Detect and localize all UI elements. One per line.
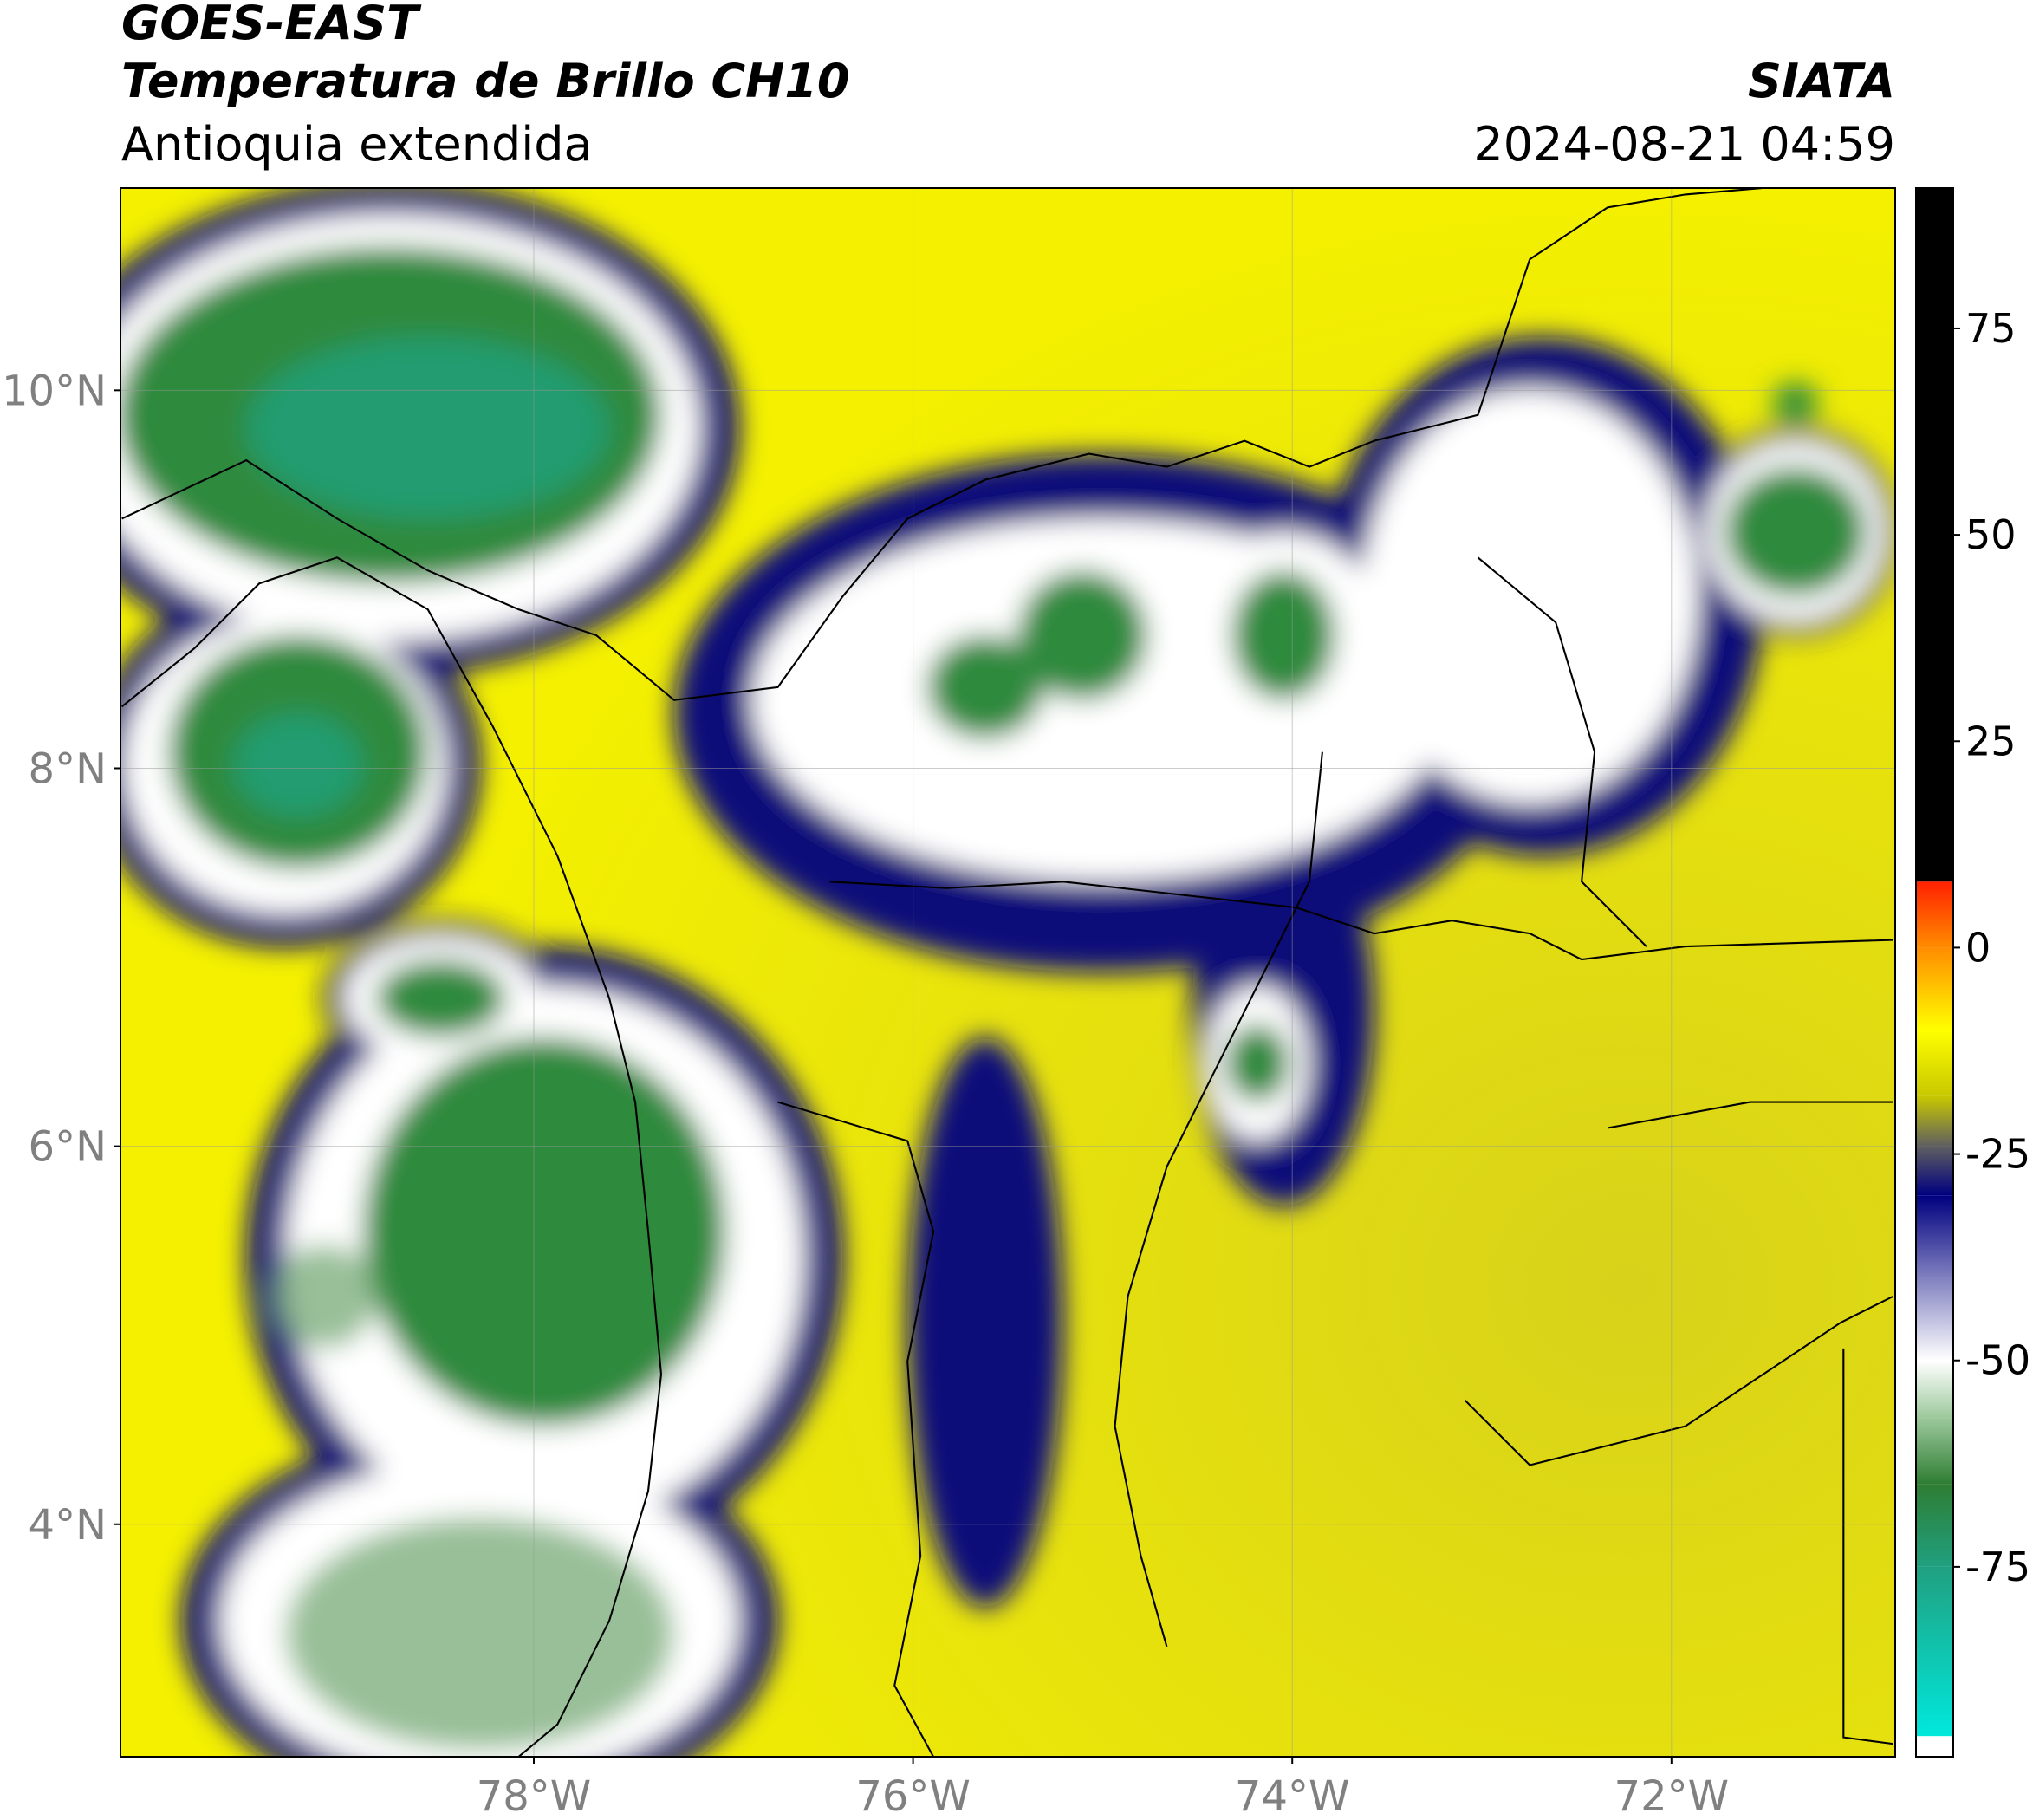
colorbar-segment <box>1916 1030 1953 1096</box>
source: SIATA <box>1748 54 1895 108</box>
colorbar-segment <box>1916 1418 1953 1485</box>
colorbar-segment <box>1916 1566 1953 1737</box>
colorbar-frame <box>1915 187 1954 1758</box>
borders <box>120 188 1893 1757</box>
colorbar-segment <box>1916 1195 1953 1278</box>
title: GOES-EAST <box>121 0 422 50</box>
colorbar-segment <box>1916 1484 1953 1567</box>
x-tick-label: 76°W <box>855 1772 971 1820</box>
colorbar-tick-label: 25 <box>1965 718 2017 764</box>
colorbar-tick-label: -50 <box>1965 1337 2030 1384</box>
region: Antioquia extendida <box>121 117 593 172</box>
y-tick-label: 8°N <box>29 744 107 793</box>
colorbar-segment <box>1916 947 1953 1030</box>
cloud-tops <box>120 188 1895 1757</box>
colorbar-tick-label: 75 <box>1965 305 2017 352</box>
map-image <box>120 188 1895 1757</box>
colorbar-segment <box>1916 1360 1953 1419</box>
y-tick-label: 10°N <box>2 367 107 415</box>
x-tick-label: 72°W <box>1614 1772 1730 1820</box>
colorbar-segment <box>1916 1095 1953 1147</box>
colorbar-segment <box>1916 1146 1953 1196</box>
datetime: 2024-08-21 04:59 <box>1473 117 1895 172</box>
x-tick-label: 74°W <box>1235 1772 1350 1820</box>
colorbar-tick-label: -75 <box>1965 1544 2030 1590</box>
x-tick-label: 78°W <box>477 1772 592 1820</box>
y-tick-label: 6°N <box>29 1123 107 1172</box>
y-tick-label: 4°N <box>29 1501 107 1550</box>
colorbar-segment <box>1916 188 1953 882</box>
subtitle: Temperatura de Brillo CH10 <box>121 54 850 108</box>
map-frame <box>120 187 1896 1758</box>
colorbar-segment <box>1916 1736 1953 1757</box>
colorbar-segment <box>1916 881 1953 948</box>
colorbar-tick-label: -25 <box>1965 1131 2030 1178</box>
colorbar-tick-label: 50 <box>1965 511 2017 558</box>
colorbar-segment <box>1916 1277 1953 1361</box>
colorbar-tick-label: 0 <box>1965 924 1991 971</box>
